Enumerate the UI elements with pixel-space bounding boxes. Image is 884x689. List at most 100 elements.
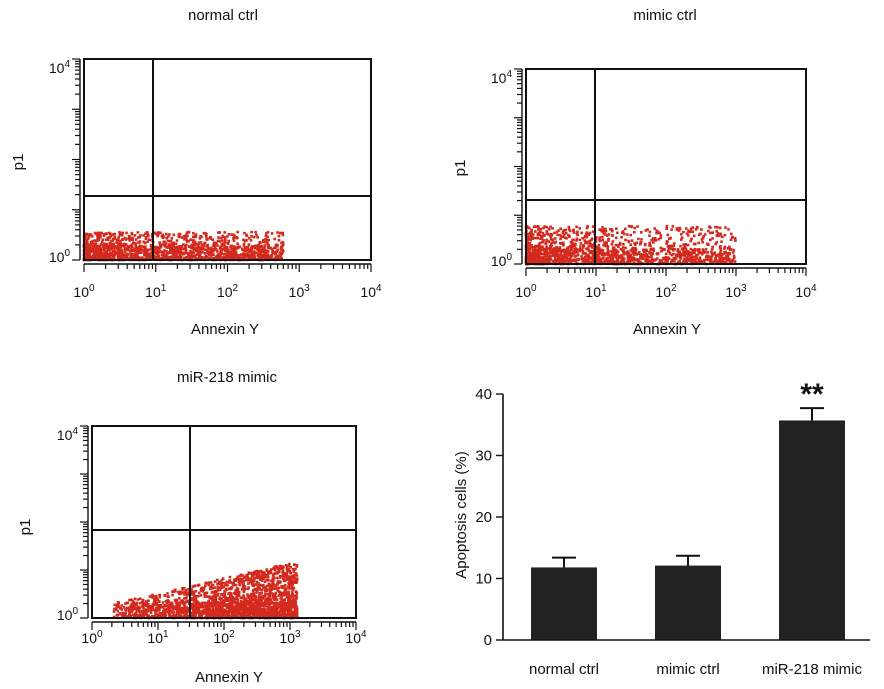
x-axis-label: Annexin Y: [195, 669, 263, 686]
data-point: [235, 247, 239, 250]
data-point: [97, 231, 100, 235]
data-point: [567, 225, 571, 229]
data-point: [560, 242, 563, 245]
data-point: [273, 587, 277, 591]
data-point: [239, 579, 243, 583]
data-point: [579, 245, 582, 248]
data-point: [669, 260, 673, 264]
data-point: [119, 248, 123, 251]
data-point: [251, 571, 254, 575]
data-point: [149, 244, 153, 247]
data-point: [257, 243, 261, 247]
data-point: [554, 261, 558, 264]
data-point: [190, 247, 194, 250]
data-point: [542, 226, 545, 230]
data-point: [278, 601, 282, 604]
data-point: [575, 251, 579, 254]
data-point: [247, 586, 250, 589]
data-point: [661, 247, 665, 251]
data-point: [682, 253, 685, 256]
data-point: [253, 245, 256, 248]
data-point: [211, 595, 215, 598]
data-point: [172, 241, 175, 245]
data-point: [200, 248, 204, 251]
data-point: [172, 611, 176, 614]
data-point: [266, 230, 270, 234]
data-point: [166, 256, 170, 259]
data-point: [199, 589, 203, 592]
data-point: [85, 238, 89, 241]
data-point: [235, 595, 238, 599]
data-point: [144, 245, 147, 248]
data-point: [121, 233, 124, 237]
data-point: [641, 254, 644, 257]
data-point: [176, 248, 179, 251]
data-point: [146, 605, 150, 608]
data-point: [636, 225, 639, 228]
data-point: [232, 251, 236, 255]
data-point: [169, 256, 172, 260]
data-point: [284, 573, 287, 577]
data-point: [626, 233, 629, 236]
data-point: [236, 593, 240, 597]
data-point: [239, 600, 243, 603]
data-point: [116, 239, 119, 242]
data-point: [211, 608, 215, 611]
data-point: [168, 603, 171, 607]
data-point: [212, 590, 215, 594]
data-point: [610, 253, 614, 256]
data-point: [245, 234, 249, 238]
data-point: [214, 247, 218, 251]
data-point: [545, 248, 548, 251]
data-point: [167, 243, 171, 247]
data-point: [622, 232, 626, 236]
data-point: [265, 257, 268, 261]
data-point: [212, 241, 216, 244]
data-point: [247, 610, 250, 613]
data-point: [678, 259, 682, 263]
data-point: [228, 575, 232, 579]
data-point: [192, 613, 196, 617]
data-point: [653, 227, 657, 230]
data-point: [588, 231, 592, 235]
data-point: [617, 245, 620, 248]
data-point: [213, 256, 217, 260]
x-tick-label: 102: [655, 283, 677, 300]
data-point: [142, 606, 145, 610]
data-point: [164, 613, 168, 617]
scatter-panel-mir218-mimic: miR-218 mimic p1 Annexin Y 100 101 102 103 1…: [17, 369, 367, 686]
x-tick-label: 102: [217, 283, 239, 300]
data-point: [646, 253, 649, 257]
data-point: [655, 229, 659, 233]
data-point: [627, 239, 630, 243]
data-point: [260, 575, 264, 578]
data-point: [709, 261, 712, 264]
data-point: [113, 235, 117, 239]
x-tick-label: 101: [145, 283, 167, 300]
data-point: [178, 604, 182, 607]
data-point: [184, 249, 188, 252]
data-point: [667, 249, 670, 253]
data-point: [700, 228, 703, 231]
data-point: [116, 247, 119, 250]
data-point: [559, 252, 563, 255]
data-point: [204, 592, 207, 596]
data-point: [118, 249, 121, 252]
data-point: [186, 610, 190, 613]
data-point: [164, 256, 168, 259]
data-point: [147, 234, 150, 238]
data-point: [527, 238, 530, 241]
data-point: [573, 258, 576, 262]
data-point: [611, 257, 614, 260]
data-point: [218, 596, 222, 599]
data-point: [234, 256, 238, 259]
x-tick-label: 100: [73, 283, 95, 300]
data-point: [88, 233, 92, 236]
data-point: [194, 596, 198, 600]
data-point: [204, 232, 207, 235]
data-point: [85, 253, 89, 256]
data-point: [549, 225, 552, 229]
data-point: [191, 255, 194, 258]
data-point: [140, 256, 144, 259]
